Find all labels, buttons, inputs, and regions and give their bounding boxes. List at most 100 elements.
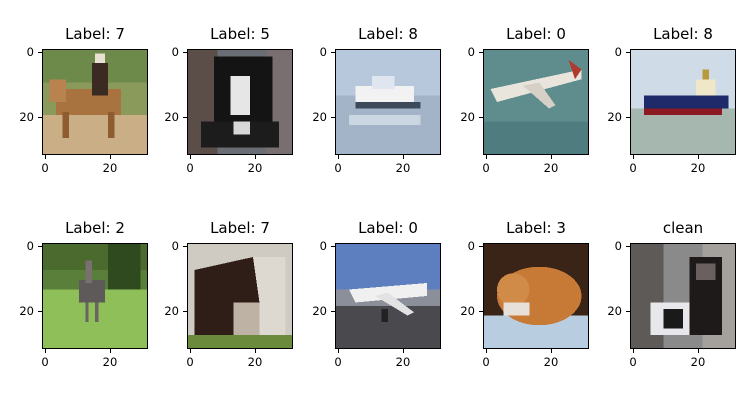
y-tick-label: 20 bbox=[312, 110, 327, 124]
y-tick-mark bbox=[626, 117, 630, 118]
sample-image-airplane-in-flight bbox=[483, 49, 589, 155]
panel-title: Label: 7 bbox=[65, 25, 125, 43]
x-tick-label: 0 bbox=[41, 161, 49, 175]
sample-image-dog bbox=[187, 49, 293, 155]
x-tick-mark bbox=[698, 155, 699, 159]
y-tick-label: 20 bbox=[607, 304, 622, 318]
y-tick-label: 20 bbox=[19, 304, 34, 318]
y-tick-mark bbox=[183, 311, 187, 312]
y-tick-mark bbox=[479, 117, 483, 118]
x-tick-mark bbox=[255, 349, 256, 353]
sample-image-dog-sitting bbox=[630, 243, 736, 349]
x-tick-label: 0 bbox=[41, 355, 49, 369]
sample-image-ostrich bbox=[42, 243, 148, 349]
x-tick-label: 20 bbox=[247, 161, 263, 175]
x-tick-mark bbox=[698, 349, 699, 353]
x-tick-label: 0 bbox=[334, 161, 342, 175]
x-tick-label: 20 bbox=[395, 355, 411, 369]
panel-title: clean bbox=[662, 219, 704, 237]
x-tick-label: 0 bbox=[482, 355, 490, 369]
y-tick-label: 0 bbox=[467, 45, 475, 59]
x-tick-label: 0 bbox=[482, 161, 490, 175]
panel-title: Label: 8 bbox=[358, 25, 418, 43]
x-tick-label: 20 bbox=[543, 161, 559, 175]
y-tick-label: 20 bbox=[164, 304, 179, 318]
x-tick-label: 20 bbox=[690, 355, 706, 369]
y-tick-label: 0 bbox=[26, 45, 34, 59]
x-tick-label: 20 bbox=[102, 355, 118, 369]
x-tick-mark bbox=[551, 349, 552, 353]
x-tick-label: 0 bbox=[186, 161, 194, 175]
x-tick-mark bbox=[633, 155, 634, 159]
x-tick-mark bbox=[551, 155, 552, 159]
y-tick-mark bbox=[479, 246, 483, 247]
sample-image-ship bbox=[630, 49, 736, 155]
x-tick-label: 0 bbox=[334, 355, 342, 369]
y-tick-mark bbox=[38, 117, 42, 118]
y-tick-label: 0 bbox=[467, 239, 475, 253]
x-tick-mark bbox=[255, 155, 256, 159]
y-tick-label: 0 bbox=[614, 239, 622, 253]
x-tick-label: 0 bbox=[629, 161, 637, 175]
x-tick-mark bbox=[338, 349, 339, 353]
x-tick-mark bbox=[45, 349, 46, 353]
y-tick-mark bbox=[331, 117, 335, 118]
x-tick-mark bbox=[110, 349, 111, 353]
y-tick-mark bbox=[38, 246, 42, 247]
x-tick-mark bbox=[633, 349, 634, 353]
y-tick-label: 20 bbox=[19, 110, 34, 124]
y-tick-mark bbox=[331, 246, 335, 247]
panel-title: Label: 2 bbox=[65, 219, 125, 237]
y-tick-mark bbox=[479, 311, 483, 312]
y-tick-mark bbox=[626, 246, 630, 247]
y-tick-label: 0 bbox=[26, 239, 34, 253]
y-tick-mark bbox=[626, 52, 630, 53]
panel-title: Label: 3 bbox=[506, 219, 566, 237]
y-tick-mark bbox=[183, 52, 187, 53]
panel-title: Label: 0 bbox=[358, 219, 418, 237]
y-tick-label: 0 bbox=[614, 45, 622, 59]
y-tick-label: 0 bbox=[171, 45, 179, 59]
x-tick-mark bbox=[486, 349, 487, 353]
panel-title: Label: 5 bbox=[210, 25, 270, 43]
panel-title: Label: 8 bbox=[653, 25, 713, 43]
x-tick-mark bbox=[338, 155, 339, 159]
y-tick-label: 0 bbox=[319, 45, 327, 59]
y-tick-mark bbox=[331, 52, 335, 53]
y-tick-mark bbox=[38, 311, 42, 312]
y-tick-label: 20 bbox=[607, 110, 622, 124]
y-tick-label: 0 bbox=[171, 239, 179, 253]
sample-image-airplane-on-ground bbox=[335, 243, 441, 349]
x-tick-mark bbox=[403, 349, 404, 353]
x-tick-label: 0 bbox=[629, 355, 637, 369]
y-tick-label: 20 bbox=[460, 304, 475, 318]
x-tick-label: 20 bbox=[690, 161, 706, 175]
x-tick-mark bbox=[190, 155, 191, 159]
x-tick-mark bbox=[110, 155, 111, 159]
y-tick-label: 20 bbox=[312, 304, 327, 318]
x-tick-mark bbox=[45, 155, 46, 159]
y-tick-label: 20 bbox=[460, 110, 475, 124]
x-tick-label: 20 bbox=[543, 355, 559, 369]
x-tick-label: 20 bbox=[395, 161, 411, 175]
panel-title: Label: 0 bbox=[506, 25, 566, 43]
sample-image-boat bbox=[335, 49, 441, 155]
y-tick-mark bbox=[38, 52, 42, 53]
sample-image-horse-head bbox=[187, 243, 293, 349]
x-tick-mark bbox=[486, 155, 487, 159]
x-tick-label: 20 bbox=[247, 355, 263, 369]
sample-image-cat bbox=[483, 243, 589, 349]
y-tick-label: 20 bbox=[164, 110, 179, 124]
x-tick-mark bbox=[403, 155, 404, 159]
sample-image-horse-with-rider bbox=[42, 49, 148, 155]
x-tick-label: 20 bbox=[102, 161, 118, 175]
y-tick-label: 0 bbox=[319, 239, 327, 253]
panel-title: Label: 7 bbox=[210, 219, 270, 237]
y-tick-mark bbox=[183, 246, 187, 247]
x-tick-label: 0 bbox=[186, 355, 194, 369]
y-tick-mark bbox=[331, 311, 335, 312]
y-tick-mark bbox=[183, 117, 187, 118]
x-tick-mark bbox=[190, 349, 191, 353]
y-tick-mark bbox=[626, 311, 630, 312]
